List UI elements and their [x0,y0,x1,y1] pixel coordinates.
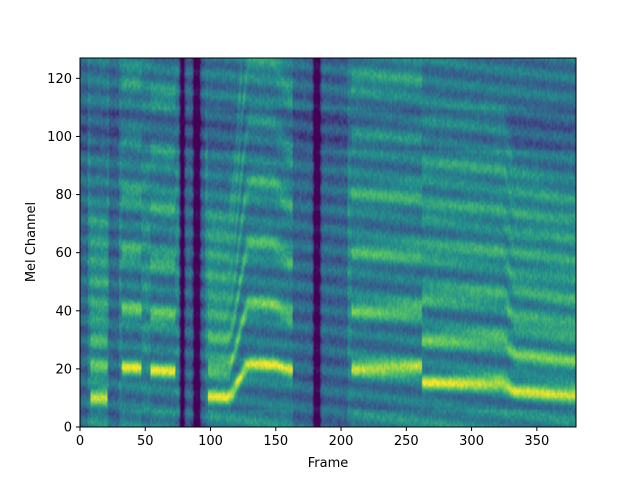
y-tick-label: 80 [55,188,72,203]
mel-spectrogram-heatmap [80,58,576,427]
x-tick-label: 350 [524,434,549,449]
x-tick-label: 200 [329,434,354,449]
plot-frame [79,57,577,428]
x-axis-label: Frame [308,456,349,471]
x-tick-label: 50 [137,434,154,449]
x-tick-label: 0 [76,434,84,449]
y-tick-label: 60 [55,246,72,261]
y-tick-label: 20 [55,362,72,377]
x-axis-ticks: 0 50 100 150 200 250 300 350 [76,427,549,449]
x-tick-label: 300 [459,434,484,449]
y-tick-label: 100 [47,130,72,145]
y-tick-label: 0 [64,421,72,436]
y-tick-label: 40 [55,304,72,319]
y-axis-label: Mel Channel [24,202,39,282]
y-axis-ticks: 0 20 40 60 80 100 120 [47,72,80,436]
x-tick-label: 150 [263,434,288,449]
plot-area [80,58,576,427]
y-tick-label: 120 [47,72,72,87]
x-tick-label: 100 [198,434,223,449]
x-tick-label: 250 [394,434,419,449]
